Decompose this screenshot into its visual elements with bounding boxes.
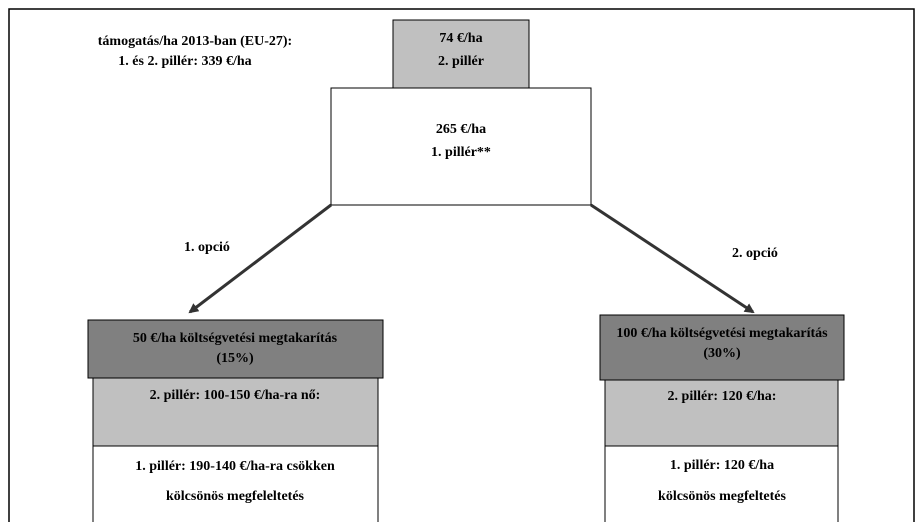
savings-box [87, 319, 384, 379]
box-text: 2. pillér: 100-150 €/ha-ra nő: [150, 388, 321, 403]
summary-line: 1. és 2. pillér: 339 €/ha [118, 54, 251, 69]
box-text: kölcsönös megfeleltetés [166, 489, 305, 504]
node-text: 265 €/ha [436, 122, 486, 137]
box-text: 1. pillér: 190-140 €/ha-ra csökken [135, 459, 335, 474]
box-text: 100 €/ha költségvetési megtakarítás [616, 326, 828, 341]
box-text: kölcsönös megfeltetés [658, 489, 786, 504]
option-label: 1. opció [184, 240, 230, 255]
pillar1-box [92, 445, 379, 522]
savings-box [599, 314, 845, 381]
option-label: 2. opció [732, 246, 778, 261]
pillar2-box [604, 379, 839, 447]
box-text: 1. pillér: 120 €/ha [670, 458, 774, 473]
arrow [590, 203, 755, 314]
box-text: (15%) [216, 351, 254, 366]
box-text: (30%) [703, 346, 741, 361]
summary-line: támogatás/ha 2013-ban (EU-27): [98, 34, 292, 49]
frame [8, 8, 915, 522]
box-text: 50 €/ha költségvetési megtakarítás [133, 331, 338, 346]
pillar1-box [330, 87, 592, 206]
node-text: 74 €/ha [439, 31, 482, 46]
pillar1-box [604, 445, 839, 522]
node-text: 2. pillér [438, 54, 484, 69]
box-text: 2. pillér: 120 €/ha: [668, 389, 777, 404]
arrow [188, 203, 332, 314]
node-text: 1. pillér** [431, 145, 491, 160]
